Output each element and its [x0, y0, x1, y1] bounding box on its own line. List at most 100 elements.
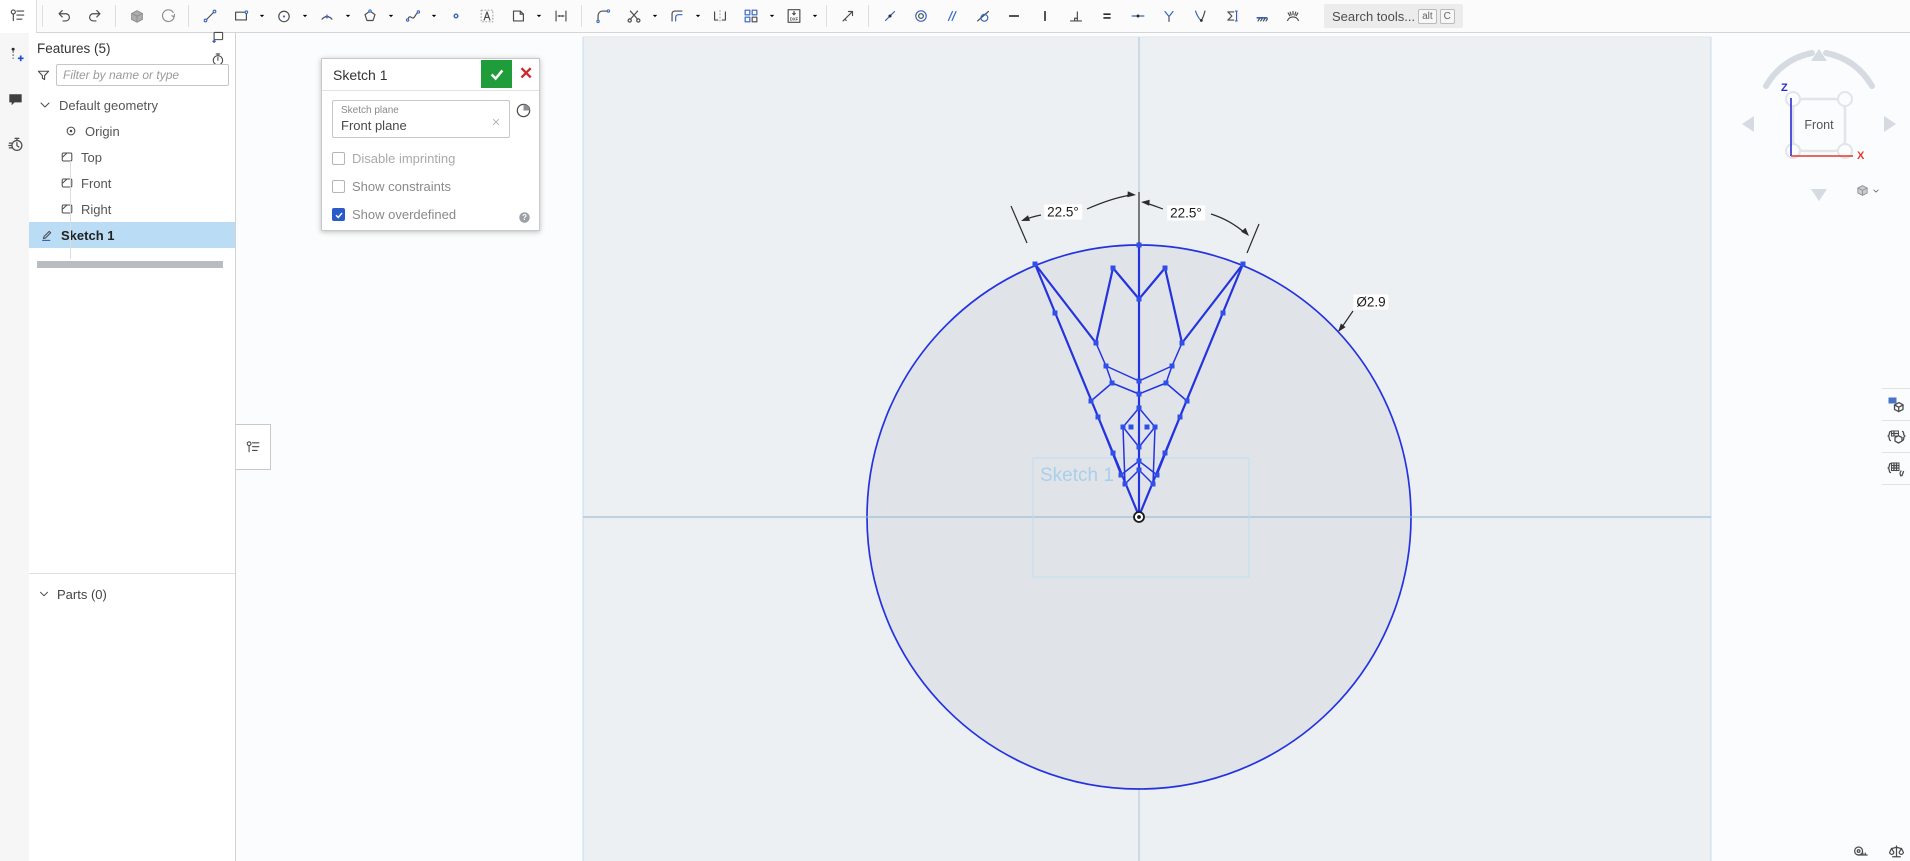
constraint-normal-button[interactable]: [1184, 3, 1215, 30]
comments-button[interactable]: [0, 86, 31, 113]
constraint-horizontal-button[interactable]: [998, 3, 1029, 30]
import-dxf-dropdown-caret[interactable]: [809, 3, 821, 30]
constraint-vertical-button[interactable]: [1029, 3, 1060, 30]
featurescript-panel-tab[interactable]: [1882, 453, 1910, 485]
plane-icon: [59, 175, 75, 191]
checkbox-show-overdefined-box[interactable]: [332, 208, 345, 221]
use-project-dropdown-caret[interactable]: [533, 3, 545, 30]
clear-selection-icon[interactable]: [489, 115, 503, 129]
measure-angle-button[interactable]: [832, 3, 863, 30]
constraint-coincident-button[interactable]: [874, 3, 905, 30]
diameter-dimension[interactable]: Ø2.9: [1353, 294, 1389, 310]
create-version-button[interactable]: [0, 41, 31, 68]
cancel-button[interactable]: ✕: [513, 60, 538, 88]
sketch-text-button[interactable]: [471, 3, 502, 30]
extrude-button[interactable]: [121, 3, 152, 30]
pattern-button[interactable]: [735, 3, 766, 30]
variables-button[interactable]: [1215, 3, 1246, 30]
circle-button[interactable]: [268, 3, 299, 30]
constraint-midpoint-button[interactable]: [1122, 3, 1153, 30]
checkbox-show-constraints[interactable]: Show constraints: [332, 179, 529, 194]
sketch-geometry[interactable]: [1032, 242, 1246, 517]
rollback-bar[interactable]: [37, 261, 223, 268]
offset-dropdown-caret[interactable]: [692, 3, 704, 30]
constraint-symmetric-button[interactable]: [1153, 3, 1184, 30]
parts-section-header[interactable]: Parts (0): [29, 581, 235, 607]
constraint-parallel-button[interactable]: [936, 3, 967, 30]
tree-item-label: Origin: [85, 123, 120, 139]
angle-dimension-right[interactable]: 22.5°: [1167, 205, 1205, 221]
tree-item-origin[interactable]: Origin: [29, 118, 235, 144]
plane-icon: [59, 149, 75, 165]
tree-item-front-plane[interactable]: Front: [29, 170, 235, 196]
tree-item-default-geometry[interactable]: Default geometry: [29, 92, 235, 118]
line-button[interactable]: [194, 3, 225, 30]
feature-list-toggle-button[interactable]: [0, 0, 37, 33]
undo-button[interactable]: [48, 3, 79, 30]
import-dxf-button[interactable]: DXF: [778, 3, 809, 30]
tree-item-top-plane[interactable]: Top: [29, 144, 235, 170]
trim-button[interactable]: [618, 3, 649, 30]
constraint-concentric-button[interactable]: [905, 3, 936, 30]
rectangle-button[interactable]: [225, 3, 256, 30]
sketch-plane-label: Sketch 1: [1040, 465, 1114, 486]
arc-dropdown-caret[interactable]: [342, 3, 354, 30]
rectangle-dropdown-caret[interactable]: [256, 3, 268, 30]
view-options-button[interactable]: [1854, 182, 1881, 199]
constraint-tangent-button[interactable]: [967, 3, 998, 30]
checkbox-show-overdefined[interactable]: Show overdefined: [332, 207, 529, 222]
point-button[interactable]: [440, 3, 471, 30]
dimension-graphics[interactable]: [1010, 191, 1354, 332]
spline-button[interactable]: [397, 3, 428, 30]
custom-tables-panel-tab[interactable]: [1882, 421, 1910, 453]
use-project-button[interactable]: [502, 3, 533, 30]
accept-button[interactable]: [481, 60, 512, 88]
filter-input[interactable]: [56, 64, 229, 86]
constraint-fix-button[interactable]: [1246, 3, 1277, 30]
pattern-dropdown-caret[interactable]: [766, 3, 778, 30]
dimension-button[interactable]: [545, 3, 576, 30]
polygon-dropdown-caret[interactable]: [385, 3, 397, 30]
dxf-icon: DXF: [785, 7, 803, 25]
tree-item-sketch-1[interactable]: Sketch 1: [29, 222, 235, 248]
help-icon[interactable]: ?: [517, 210, 532, 225]
spline-dropdown-caret[interactable]: [428, 3, 440, 30]
graphics-area[interactable]: [236, 33, 1910, 861]
history-icon: [6, 135, 25, 154]
mass-properties-button[interactable]: [1884, 838, 1908, 861]
feature-list-collapse-tab[interactable]: [236, 424, 271, 470]
view-cube[interactable]: Front Z X: [1736, 38, 1910, 208]
mate-connector-icon[interactable]: [514, 101, 533, 120]
new-folder-button[interactable]: [205, 26, 229, 48]
constraint-equal-button[interactable]: [1091, 3, 1122, 30]
curvature-comb-button[interactable]: [1277, 3, 1308, 30]
dimension-icon: [552, 7, 570, 25]
constraint-perpendicular-button[interactable]: [1060, 3, 1091, 30]
configurations-panel-tab[interactable]: [1882, 388, 1910, 421]
symmetric-icon: [1160, 7, 1178, 25]
polygon-button[interactable]: [354, 3, 385, 30]
checkbox-disable-imprinting[interactable]: Disable imprinting: [332, 151, 529, 166]
trim-dropdown-caret[interactable]: [649, 3, 661, 30]
revolve-button[interactable]: [152, 3, 183, 30]
fillet-button[interactable]: [587, 3, 618, 30]
checkbox-disable-imprinting-box[interactable]: [332, 152, 345, 165]
arc-button[interactable]: [311, 3, 342, 30]
angle-dimension-left[interactable]: 22.5°: [1044, 204, 1082, 220]
equal-icon: [1098, 7, 1116, 25]
extrude-icon: [128, 7, 146, 25]
redo-button[interactable]: [79, 3, 110, 30]
view-cube-face-label[interactable]: Front: [1804, 118, 1834, 132]
checkbox-show-constraints-box[interactable]: [332, 180, 345, 193]
parts-divider: [29, 573, 235, 574]
mirror-button[interactable]: [704, 3, 735, 30]
tree-item-right-plane[interactable]: Right: [29, 196, 235, 222]
sketch-plane-field[interactable]: Sketch plane Front plane: [332, 100, 510, 138]
history-button[interactable]: [0, 131, 31, 158]
offset-button[interactable]: [661, 3, 692, 30]
redo-icon: [86, 7, 104, 25]
search-tools-box[interactable]: Search tools... alt C: [1324, 4, 1463, 28]
measure-button[interactable]: [1848, 838, 1872, 861]
circle-dropdown-caret[interactable]: [299, 3, 311, 30]
checkbox-show-constraints-label: Show constraints: [352, 179, 451, 194]
